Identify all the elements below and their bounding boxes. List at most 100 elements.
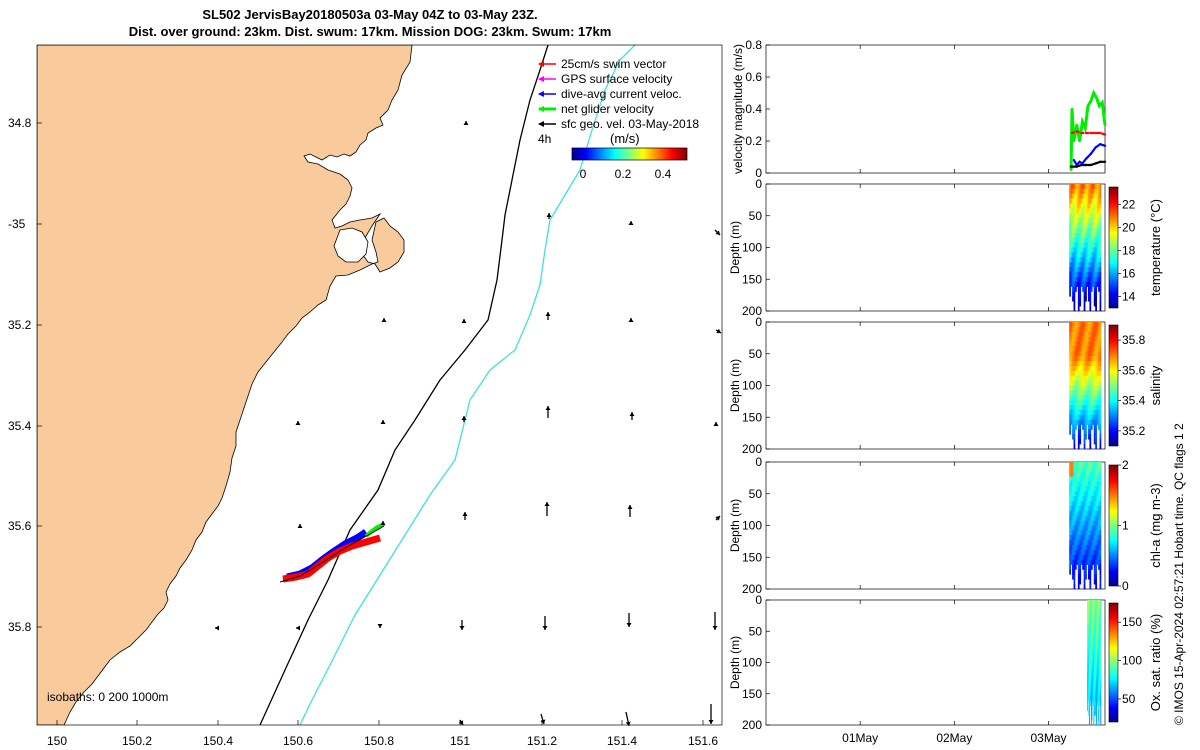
heatmap-cell [1087,365,1090,372]
heatmap-cell [1072,545,1074,551]
heatmap-cell [1098,361,1100,367]
heatmap-cell [1072,193,1074,199]
heatmap-cell [1087,405,1090,411]
heatmap-cell [1096,624,1098,630]
heatmap-cell [1090,604,1092,610]
series-point [1089,163,1093,167]
heatmap-cell [1080,481,1083,487]
heatmap-cell [1077,549,1080,556]
heatmap-cell [1080,370,1083,377]
heatmap-cell [1096,515,1099,521]
heatmap-cell [1069,351,1071,357]
heatmap-cell [1098,414,1100,420]
heatmap-cell [1087,356,1090,362]
heatmap-cell [1093,619,1095,625]
heatmap-cell [1079,301,1082,307]
heatmap-cell [1096,375,1099,381]
heatmap-cell [1093,188,1096,195]
heatmap-cell [1070,496,1073,502]
heatmap-cell [1095,667,1097,673]
heatmap-cell [1089,496,1092,502]
heatmap-cell [1080,476,1083,482]
heatmap-cell [1098,652,1100,658]
heatmap-cell [1087,208,1090,214]
panel-frame [765,183,1106,312]
colorbar-tick-label: 16 [1122,266,1136,280]
heatmap-cell [1099,633,1101,639]
heatmap-cell [1087,252,1090,258]
heatmap-cell [1086,365,1089,372]
heatmap-cell [1077,281,1080,287]
heatmap-cell [1090,227,1093,234]
heatmap-cell [1096,281,1099,287]
heatmap-cell [1072,501,1074,507]
heatmap-cell [1073,564,1076,570]
heatmap-cell [1087,554,1090,560]
heatmap-cell [1080,501,1083,507]
heatmap-cell [1077,554,1080,560]
heatmap-cell [1090,676,1092,683]
heatmap-cell [1090,247,1093,253]
heatmap-cell [1077,365,1080,372]
heatmap-cell [1090,405,1093,411]
heatmap-cell [1079,390,1082,396]
heatmap-cell [1088,604,1090,610]
heatmap-cell [1083,267,1086,273]
heatmap-cell [1074,213,1077,219]
heatmap-cell [1070,227,1073,234]
heatmap-cell [1100,609,1102,615]
heatmap-cell [1097,696,1099,702]
heatmap-cell [1095,252,1097,258]
heatmap-cell [1100,710,1102,716]
colorbar-tick-label: 2 [1122,458,1129,472]
heatmap-cell [1086,466,1089,473]
heatmap-cell [1079,213,1082,219]
heatmap-cell [1099,569,1102,575]
heatmap-cell [1087,638,1089,644]
heatmap-cell [1072,409,1074,416]
heatmap-cell [1070,237,1073,243]
map-x-tick-label: 150.6 [283,734,313,748]
panel-colorbar [1108,464,1119,587]
heatmap-cell [1087,257,1090,263]
heatmap-cell [1093,510,1096,517]
heatmap-cell [1070,405,1073,411]
legend-label: dive-avg current veloc. [561,87,682,101]
heatmap-cell [1098,510,1100,517]
series-point [1072,139,1076,143]
heatmap-cell [1086,501,1089,507]
heatmap-cell [1095,296,1097,302]
heatmap-cell [1092,662,1094,668]
heatmap-cell [1070,540,1073,546]
heatmap-cell [1085,281,1087,287]
heatmap-cell [1100,628,1102,634]
heatmap-cell [1090,648,1092,654]
heatmap-cell [1096,341,1099,347]
series-point [1098,104,1101,108]
heatmap-cell [1090,481,1093,487]
heatmap-cell [1083,237,1086,243]
heatmap-cell [1087,600,1089,606]
heatmap-cell [1100,662,1102,668]
heatmap-cell [1070,276,1073,282]
heatmap-cell [1079,476,1082,482]
heatmap-cell [1100,720,1102,726]
heatmap-cell [1086,380,1089,386]
heatmap-cell [1099,306,1102,312]
heatmap-cell [1077,471,1080,477]
heatmap-cell [1099,341,1102,347]
heatmap-cell [1069,242,1071,248]
heatmap-cell [1077,296,1080,302]
heatmap-cell [1099,395,1102,401]
heatmap-cell [1096,525,1099,531]
heatmap-cell [1073,579,1076,585]
heatmap-cell [1089,720,1090,726]
heatmap-cell [1094,676,1095,683]
heatmap-cell [1095,336,1097,342]
heatmap-cell [1072,252,1074,258]
heatmap-cell [1091,648,1093,654]
heatmap-cell [1076,213,1079,219]
heatmap-cell [1082,276,1084,282]
heatmap-cell [1097,648,1099,654]
heatmap-cell [1089,564,1092,570]
